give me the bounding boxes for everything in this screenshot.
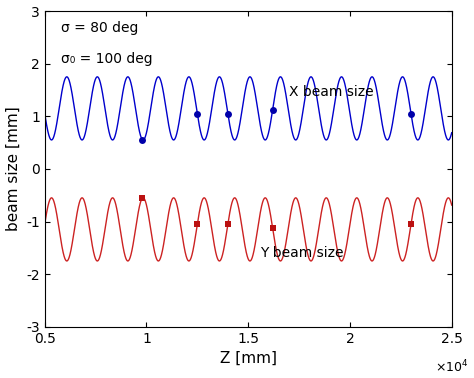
Text: X beam size: X beam size (289, 85, 374, 99)
Y-axis label: beam size [mm]: beam size [mm] (6, 107, 20, 231)
X-axis label: Z [mm]: Z [mm] (220, 351, 277, 366)
Text: Y beam size: Y beam size (260, 246, 344, 260)
Text: σ₀ = 100 deg: σ₀ = 100 deg (61, 52, 153, 66)
Text: σ = 80 deg: σ = 80 deg (61, 20, 138, 34)
Text: $\times 10^4$: $\times 10^4$ (435, 358, 468, 375)
